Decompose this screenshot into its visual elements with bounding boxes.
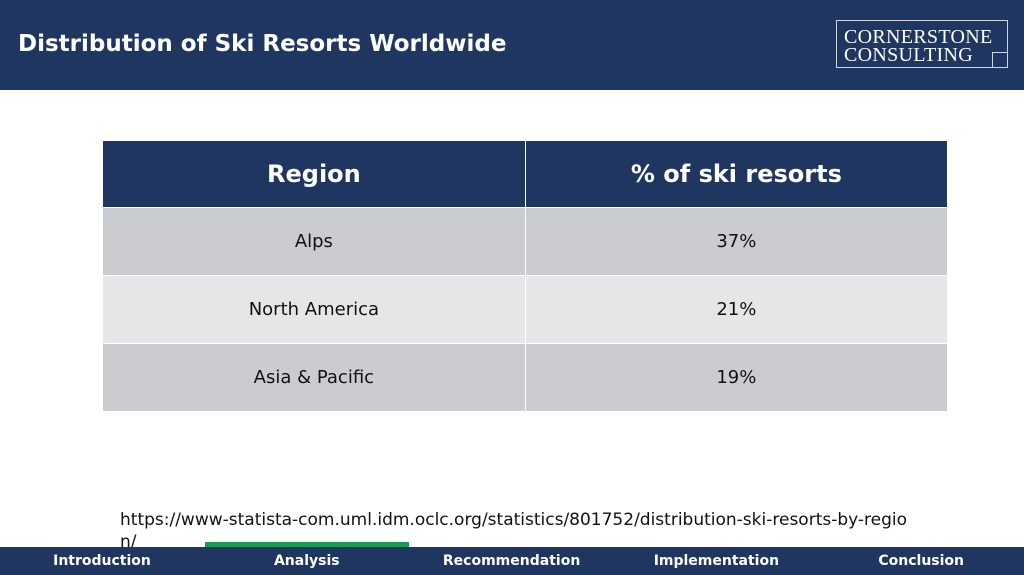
slide-title: Distribution of Ski Resorts Worldwide: [18, 31, 507, 57]
table-row: Alps 37%: [103, 207, 949, 276]
table-cell: North America: [103, 275, 526, 344]
nav-bar: [0, 547, 1024, 575]
data-table: Region % of ski resorts Alps 37% North Ame…: [103, 141, 949, 412]
nav-item[interactable]: Implementation: [653, 553, 780, 569]
header-bar: [0, 0, 1024, 90]
table-cell: 19%: [525, 343, 949, 412]
table-cell: 21%: [525, 275, 949, 344]
nav-item[interactable]: Conclusion: [878, 553, 964, 569]
table-cell: Alps: [103, 207, 526, 276]
nav-item[interactable]: Introduction: [53, 553, 151, 569]
table-row: Asia & Pacific 19%: [103, 343, 949, 412]
logo: CORNERSTONE CONSULTING: [836, 20, 1008, 68]
logo-square: [992, 52, 1007, 67]
logo-line: CONSULTING: [844, 44, 973, 66]
table-row: North America 21%: [103, 275, 949, 344]
table-cell: Asia & Pacific: [103, 343, 526, 412]
column-header: % of ski resorts: [525, 141, 949, 208]
nav-item[interactable]: Recommendation: [442, 553, 581, 569]
nav-item[interactable]: Analysis: [273, 553, 340, 569]
active-indicator: [204, 542, 409, 547]
column-header: Region: [103, 141, 526, 208]
logo-line: CORNERSTONE: [844, 26, 993, 48]
table-cell: 37%: [525, 207, 949, 276]
